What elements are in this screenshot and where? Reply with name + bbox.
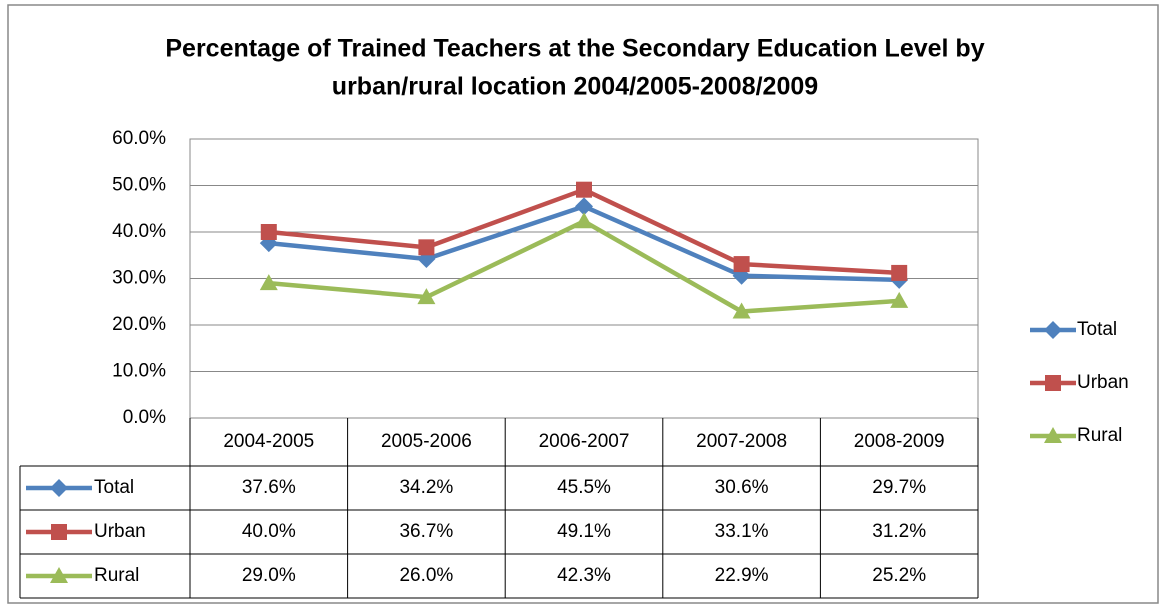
table-cell: 45.5% [557,477,611,498]
table-row-label: Urban [94,521,146,542]
data-point [418,239,435,256]
y-tick-label: 0.0% [123,407,166,428]
x-tick-label: 2007-2008 [696,431,787,452]
x-tick-label: 2006-2007 [539,431,630,452]
y-tick-label: 60.0% [112,128,166,149]
table-cell: 29.0% [242,565,296,586]
legend-label: Urban [1077,372,1129,393]
legend-marker [1044,321,1062,339]
data-point [260,224,277,240]
data-point [576,181,592,198]
data-point [890,291,909,308]
table-row-label: Rural [94,565,139,586]
table-legend-marker [50,479,68,497]
table-cell: 37.6% [242,477,296,498]
data-point [575,197,593,216]
table-cell: 42.3% [557,565,611,586]
table-cell: 29.7% [872,477,926,498]
table-cell: 36.7% [399,521,453,542]
data-point [417,288,436,305]
legend-label: Total [1077,319,1117,340]
data-point [259,274,278,291]
table-cell: 49.1% [557,521,611,542]
legend-marker [1044,427,1062,443]
table-row-label: Total [94,477,134,498]
y-tick-label: 10.0% [112,361,166,382]
plot-border [189,138,979,419]
chart-border [7,4,1159,604]
table-cell: 22.9% [715,565,769,586]
table-legend-marker [51,524,67,540]
y-tick-label: 40.0% [112,221,166,242]
table-cell: 26.0% [399,565,453,586]
data-point [575,212,593,229]
data-point [733,256,750,273]
data-point [732,302,751,319]
table-legend-marker [50,567,68,583]
table-cell: 31.2% [872,521,926,542]
x-tick-label: 2008-2009 [854,431,945,452]
table-cell: 40.0% [242,521,296,542]
data-point [891,264,908,281]
y-tick-label: 50.0% [112,175,166,196]
table-cell: 33.1% [715,521,769,542]
table-cell: 34.2% [399,477,453,498]
x-tick-label: 2005-2006 [381,431,472,452]
chart-title: Percentage of Trained Teachers at the Se… [165,35,984,63]
x-tick-label: 2004-2005 [223,431,314,452]
chart-subtitle: urban/rural location 2004/2005-2008/2009 [332,73,818,101]
table-cell: 30.6% [715,477,769,498]
y-tick-label: 30.0% [112,268,166,289]
legend-marker [1045,375,1061,391]
table-cell: 25.2% [872,565,926,586]
legend-label: Rural [1077,425,1122,446]
y-tick-label: 20.0% [112,314,166,335]
